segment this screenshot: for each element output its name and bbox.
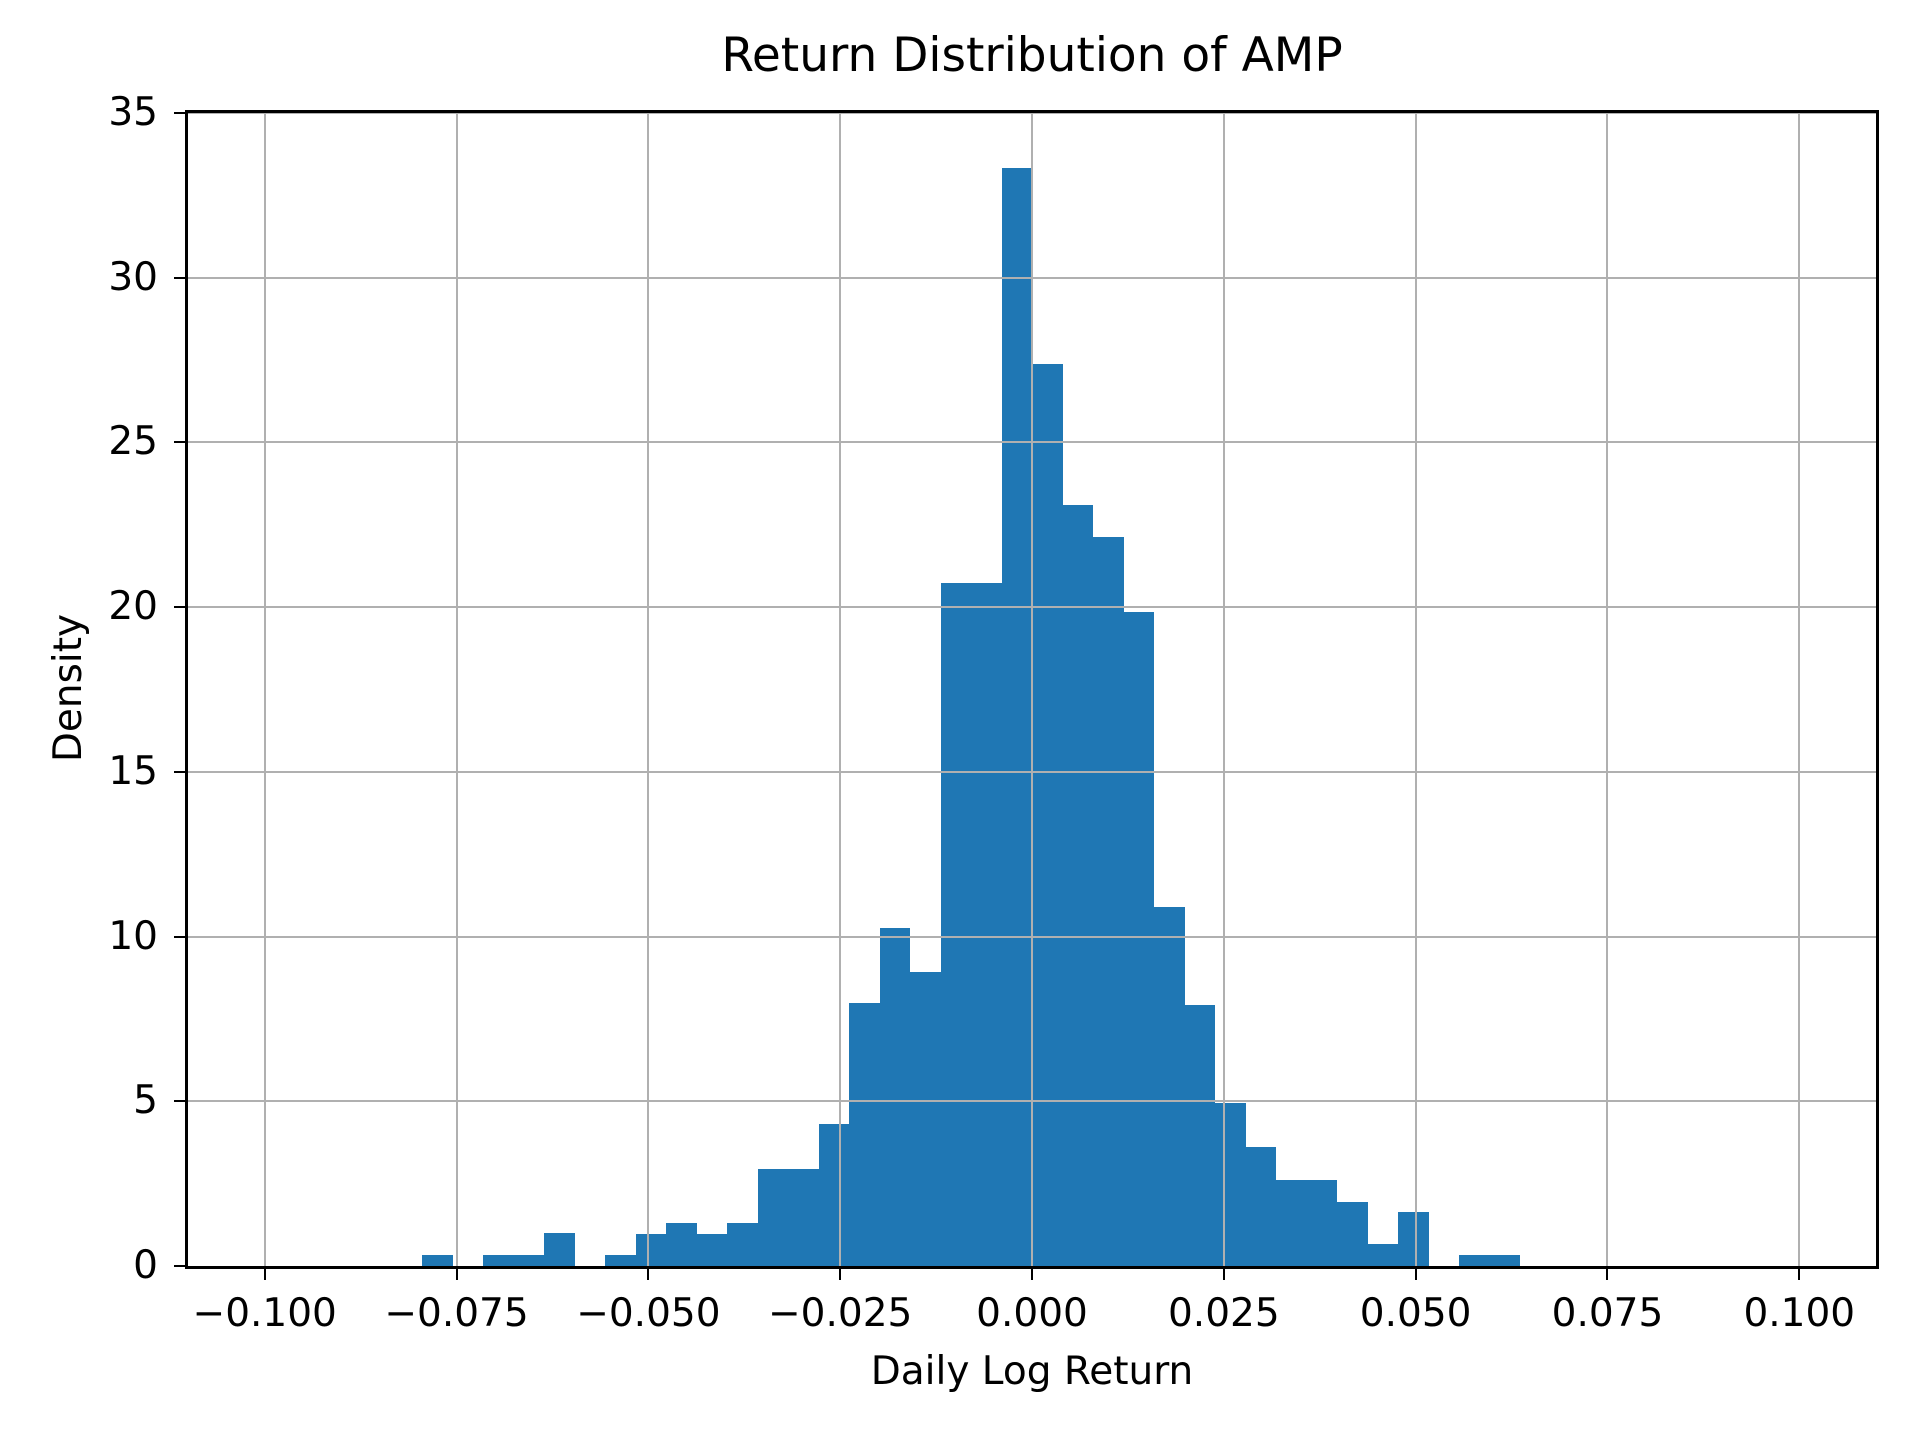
histogram-bar xyxy=(1459,1255,1490,1266)
histogram-bar xyxy=(788,1168,819,1266)
x-tick xyxy=(1031,1269,1033,1280)
histogram-bar xyxy=(1489,1255,1521,1266)
bars-layer xyxy=(188,113,1876,1266)
y-tick-label: 10 xyxy=(108,913,158,959)
histogram-bar xyxy=(1184,1005,1216,1266)
histogram-bar xyxy=(1001,167,1033,1266)
x-gridline xyxy=(1414,113,1417,1266)
x-tick xyxy=(263,1269,266,1280)
x-tick-label: −0.075 xyxy=(384,1291,529,1336)
histogram-bar xyxy=(940,582,972,1266)
histogram-bar xyxy=(849,1003,880,1266)
x-tick-label: 0.100 xyxy=(1743,1291,1856,1336)
histogram-bar xyxy=(422,1255,453,1266)
x-gridline xyxy=(1031,113,1033,1266)
histogram-bar xyxy=(879,927,911,1266)
histogram-bar xyxy=(1215,1103,1246,1266)
histogram-bar xyxy=(757,1168,789,1266)
y-tick xyxy=(174,1100,185,1103)
histogram-bar xyxy=(1154,906,1185,1266)
plot-area xyxy=(185,110,1879,1269)
y-gridline xyxy=(188,113,1876,114)
x-gridline xyxy=(455,113,458,1266)
x-tick xyxy=(455,1269,458,1280)
histogram-bar xyxy=(727,1223,758,1266)
x-gridline xyxy=(839,113,842,1266)
histogram-bar xyxy=(1398,1211,1429,1266)
x-axis-label: Daily Log Return xyxy=(870,1349,1194,1394)
y-tick-label: 20 xyxy=(108,584,158,630)
x-tick xyxy=(1222,1269,1225,1280)
y-gridline xyxy=(188,770,1876,773)
y-tick xyxy=(174,441,185,444)
histogram-bar xyxy=(666,1223,697,1266)
histogram-bar xyxy=(1367,1244,1399,1266)
histogram-bar xyxy=(544,1233,575,1266)
y-tick-label: 25 xyxy=(108,419,158,465)
histogram-bar xyxy=(696,1233,728,1266)
y-axis-label: Density xyxy=(46,613,91,763)
chart-title: Return Distribution of AMP xyxy=(721,28,1343,83)
y-gridline xyxy=(188,276,1876,279)
histogram-bar xyxy=(1337,1201,1368,1266)
y-gridline xyxy=(188,606,1876,609)
x-tick-label: −0.100 xyxy=(192,1291,337,1336)
y-tick-label: 15 xyxy=(108,748,158,794)
x-tick xyxy=(839,1269,842,1280)
histogram-bar xyxy=(483,1255,514,1266)
histogram-bar xyxy=(971,582,1002,1266)
x-gridline xyxy=(263,113,266,1266)
y-tick-label: 30 xyxy=(108,254,158,300)
y-tick xyxy=(174,770,185,773)
histogram-bar xyxy=(910,971,941,1266)
x-gridline xyxy=(647,113,650,1266)
x-tick-label: 0.075 xyxy=(1551,1291,1664,1336)
histogram-bar xyxy=(1062,505,1094,1266)
x-gridline xyxy=(1222,113,1225,1266)
x-tick-label: 0.025 xyxy=(1167,1291,1280,1336)
x-tick xyxy=(1798,1269,1801,1280)
histogram-bar xyxy=(1093,536,1124,1266)
x-tick xyxy=(647,1269,650,1280)
histogram-bar xyxy=(818,1124,850,1266)
x-tick-label: −0.050 xyxy=(576,1291,721,1336)
histogram-bar xyxy=(1032,363,1063,1266)
y-tick-label: 35 xyxy=(108,90,158,135)
histogram-bar xyxy=(1245,1147,1277,1266)
y-tick xyxy=(174,276,185,279)
grid-layer xyxy=(188,113,1876,1266)
x-tick-label: 0.000 xyxy=(976,1291,1088,1336)
histogram-bar xyxy=(1306,1180,1338,1266)
y-gridline xyxy=(188,935,1876,938)
y-tick-label: 0 xyxy=(133,1243,158,1288)
histogram-bar xyxy=(1276,1180,1307,1266)
histogram-bar xyxy=(605,1255,636,1266)
x-tick-label: 0.050 xyxy=(1359,1291,1472,1336)
y-gridline xyxy=(188,1100,1876,1103)
x-tick xyxy=(1606,1269,1609,1280)
y-tick xyxy=(174,112,185,114)
histogram-bar xyxy=(513,1255,545,1266)
y-gridline xyxy=(188,441,1876,444)
y-tick-label: 5 xyxy=(133,1078,158,1124)
y-tick xyxy=(174,935,185,938)
x-tick xyxy=(1414,1269,1417,1280)
y-tick xyxy=(174,606,185,609)
x-gridline xyxy=(1798,113,1801,1266)
x-gridline xyxy=(1606,113,1609,1266)
histogram-bar xyxy=(635,1233,667,1266)
x-tick-label: −0.025 xyxy=(768,1291,913,1336)
histogram-bar xyxy=(1123,611,1155,1266)
y-tick xyxy=(174,1265,185,1267)
